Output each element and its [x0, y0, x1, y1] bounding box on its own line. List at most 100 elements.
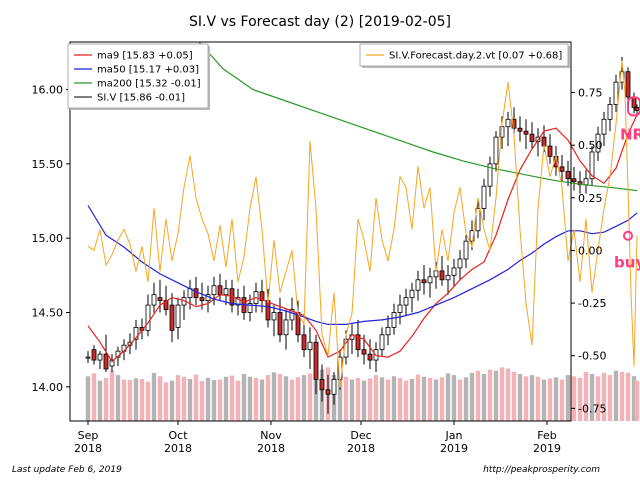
volume-bar [505, 368, 511, 421]
volume-bar [373, 375, 379, 421]
axes: 14.00 14.50 15.00 15.50 16.00 -0.75 -0.50 -0.25… [32, 84, 607, 455]
candle-body [631, 96, 637, 108]
volume-bar [517, 374, 523, 421]
volume-bar [211, 380, 217, 421]
volume-bar [367, 378, 373, 421]
volume-bar [235, 380, 241, 421]
y-left-tick-label: 15.00 [32, 232, 64, 245]
candle-body [157, 297, 163, 302]
candle-body [493, 136, 499, 165]
candle-body [103, 353, 109, 370]
candle-body [529, 133, 535, 142]
volume-bar [295, 377, 301, 421]
y-right-tick-label: 0.75 [578, 87, 603, 100]
candle-body [397, 304, 403, 313]
volume-bar [313, 371, 319, 421]
volume-bar [493, 370, 499, 421]
candle-body [487, 163, 493, 187]
series-line-ma50 [87, 205, 638, 325]
candle-body [469, 230, 475, 242]
candle-body [403, 297, 409, 306]
candle-body [175, 304, 181, 328]
volume-bar [421, 376, 427, 421]
volume-bar [187, 378, 193, 421]
candle-body [313, 341, 319, 380]
volume-bar [193, 374, 199, 421]
candle-body [211, 285, 217, 296]
candle-body [463, 240, 469, 260]
volume-bar [175, 375, 181, 421]
candle-body [613, 81, 619, 105]
y-right-tick-label: -0.50 [578, 350, 606, 363]
volume-bar [103, 377, 109, 421]
candle-body [193, 288, 199, 299]
volume-bar [241, 374, 247, 421]
volume-bar [127, 380, 133, 421]
volume-bar [271, 372, 277, 421]
volume-bar [265, 375, 271, 421]
candle-body [547, 145, 553, 157]
x-tick-year: 2018 [257, 442, 285, 455]
y-left-tick-label: 14.00 [32, 381, 64, 394]
candle-body [445, 274, 451, 281]
volume-bar [589, 374, 595, 421]
candle-body [601, 118, 607, 135]
volume-bar [403, 380, 409, 421]
candle-body [439, 270, 445, 281]
volume-bar [451, 375, 457, 421]
volume-bar [511, 371, 517, 421]
volume-bar [133, 378, 139, 421]
x-tick-year: 2019 [440, 442, 468, 455]
candle-body [595, 133, 601, 153]
volume-bar [445, 373, 451, 421]
candle-body [457, 258, 463, 269]
volume-bar [439, 377, 445, 421]
volume-bar [469, 372, 475, 421]
footer-last-update: Last update Feb 6, 2019 [12, 465, 122, 475]
volume-bar [91, 373, 97, 421]
candle-body [133, 326, 139, 340]
candle-body [199, 297, 205, 302]
candle-body [565, 170, 571, 180]
volume-bar [121, 379, 127, 421]
y-right-tick-label: 0.50 [578, 139, 603, 152]
volume-bar [409, 378, 415, 421]
volume-bar [223, 376, 229, 421]
volume-bar [307, 373, 313, 421]
volume-bar [277, 374, 283, 421]
candle-body [541, 136, 547, 147]
volume-bar [529, 375, 535, 421]
volume-bar [481, 374, 487, 421]
candle-body [331, 378, 337, 395]
chart-title: SI.V vs Forecast day (2) [2019-02-05] [189, 14, 451, 30]
candle-body [109, 359, 115, 367]
candle-body [523, 130, 529, 135]
buy-marker [623, 230, 633, 241]
volume-bar [541, 379, 547, 421]
volume-bar [151, 372, 157, 421]
volume-bar [631, 376, 637, 421]
volume-bar [199, 381, 205, 421]
volume-bar [613, 370, 619, 421]
volume-bar [571, 376, 577, 421]
candle-body [235, 297, 241, 306]
candle-body [391, 312, 397, 328]
volume-bar [559, 379, 565, 421]
candle-body [307, 341, 313, 351]
candle-body [451, 267, 457, 276]
legend-entry: SI.V.Forecast.day.2.vt [0.07 +0.68] [389, 51, 562, 62]
candle-body [283, 319, 289, 336]
candle-body [277, 312, 283, 336]
volume-bar [205, 377, 211, 421]
candle-body [427, 276, 433, 284]
candle-body [247, 303, 253, 313]
candle-body [625, 71, 631, 98]
series-lines [87, 41, 638, 388]
candle-body [571, 178, 577, 183]
candle-body [151, 294, 157, 306]
legend-entry: SI.V [15.86 -0.01] [97, 93, 185, 104]
volume-bar [217, 379, 223, 421]
candle-body [634, 106, 640, 111]
candle-body [379, 334, 385, 351]
volume-bar [253, 377, 259, 421]
